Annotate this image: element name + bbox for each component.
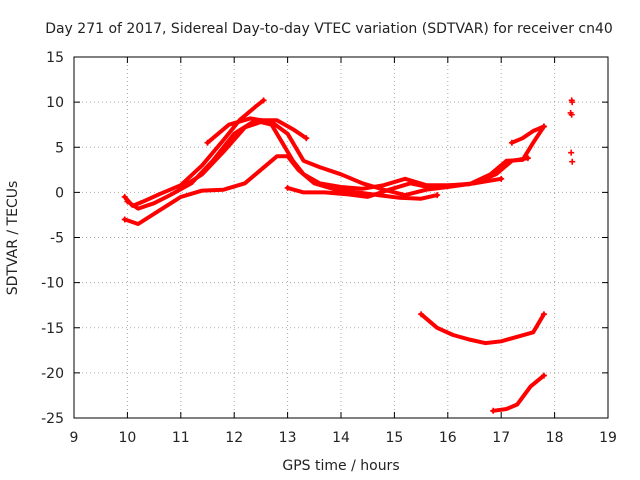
data-point-marker xyxy=(524,155,531,162)
y-tick-label: -15 xyxy=(41,321,64,337)
series-trace xyxy=(122,154,440,226)
data-point-marker xyxy=(540,372,547,379)
data-point-marker xyxy=(508,139,515,146)
y-tick-label: -10 xyxy=(41,276,64,292)
series-track-d xyxy=(122,154,440,226)
axis-ticks: 9 10 11 12 13 14 15 16 17 18 19 -25 -20 -15 -10 -5 0 5 10 1… xyxy=(41,50,617,446)
y-tick-label: -5 xyxy=(50,231,64,247)
series-track-g xyxy=(509,124,546,145)
data-point-marker xyxy=(568,149,575,156)
data-point-marker xyxy=(540,311,547,318)
x-tick-label: 10 xyxy=(118,430,136,446)
x-tick-label: 15 xyxy=(385,430,403,446)
series-trace xyxy=(178,120,546,191)
x-tick-label: 16 xyxy=(439,430,457,446)
data-point-marker xyxy=(124,198,131,205)
x-tick-label: 13 xyxy=(279,430,297,446)
data-point-marker xyxy=(568,111,575,118)
series-trace xyxy=(419,312,546,346)
series-trace xyxy=(285,156,530,199)
grid xyxy=(74,57,608,418)
data-point-marker xyxy=(303,135,310,142)
data-point-marker xyxy=(204,139,211,146)
y-tick-label: 5 xyxy=(55,140,64,156)
series-track-e xyxy=(178,120,546,191)
data-point-marker xyxy=(540,123,547,130)
data-point-marker xyxy=(569,158,576,165)
data-point-marker xyxy=(121,193,128,200)
y-axis-label: SDTVAR / TECUs xyxy=(5,181,21,296)
x-axis-label: GPS time / hours xyxy=(282,458,399,474)
data-point-marker xyxy=(490,407,497,414)
series-track-i xyxy=(491,373,546,413)
x-tick-label: 17 xyxy=(492,430,510,446)
series-trace xyxy=(509,124,546,145)
x-tick-label: 12 xyxy=(225,430,243,446)
series-track-f xyxy=(285,156,530,199)
y-tick-label: 15 xyxy=(46,50,64,66)
data-point-marker xyxy=(260,97,267,104)
x-tick-label: 19 xyxy=(599,430,617,446)
y-tick-label: -25 xyxy=(41,411,64,427)
series-track-h xyxy=(419,312,546,346)
y-tick-label: -20 xyxy=(41,366,64,382)
x-tick-label: 14 xyxy=(332,430,350,446)
data-point-marker xyxy=(498,175,505,182)
data-points xyxy=(121,97,576,414)
x-tick-label: 9 xyxy=(70,430,79,446)
x-tick-label: 11 xyxy=(172,430,190,446)
data-point-marker xyxy=(418,311,425,318)
data-point-marker xyxy=(177,184,184,191)
data-point-marker xyxy=(284,184,291,191)
data-point-marker xyxy=(434,192,441,199)
y-tick-label: 0 xyxy=(55,185,64,201)
series-trace xyxy=(491,373,546,413)
y-tick-label: 10 xyxy=(46,95,64,111)
series-trace xyxy=(122,98,266,208)
data-point-marker xyxy=(121,216,128,223)
data-point-marker xyxy=(569,99,576,106)
series-track-a xyxy=(122,98,266,208)
x-tick-label: 18 xyxy=(546,430,564,446)
chart-title: Day 271 of 2017, Sidereal Day-to-day VTE… xyxy=(45,21,613,37)
